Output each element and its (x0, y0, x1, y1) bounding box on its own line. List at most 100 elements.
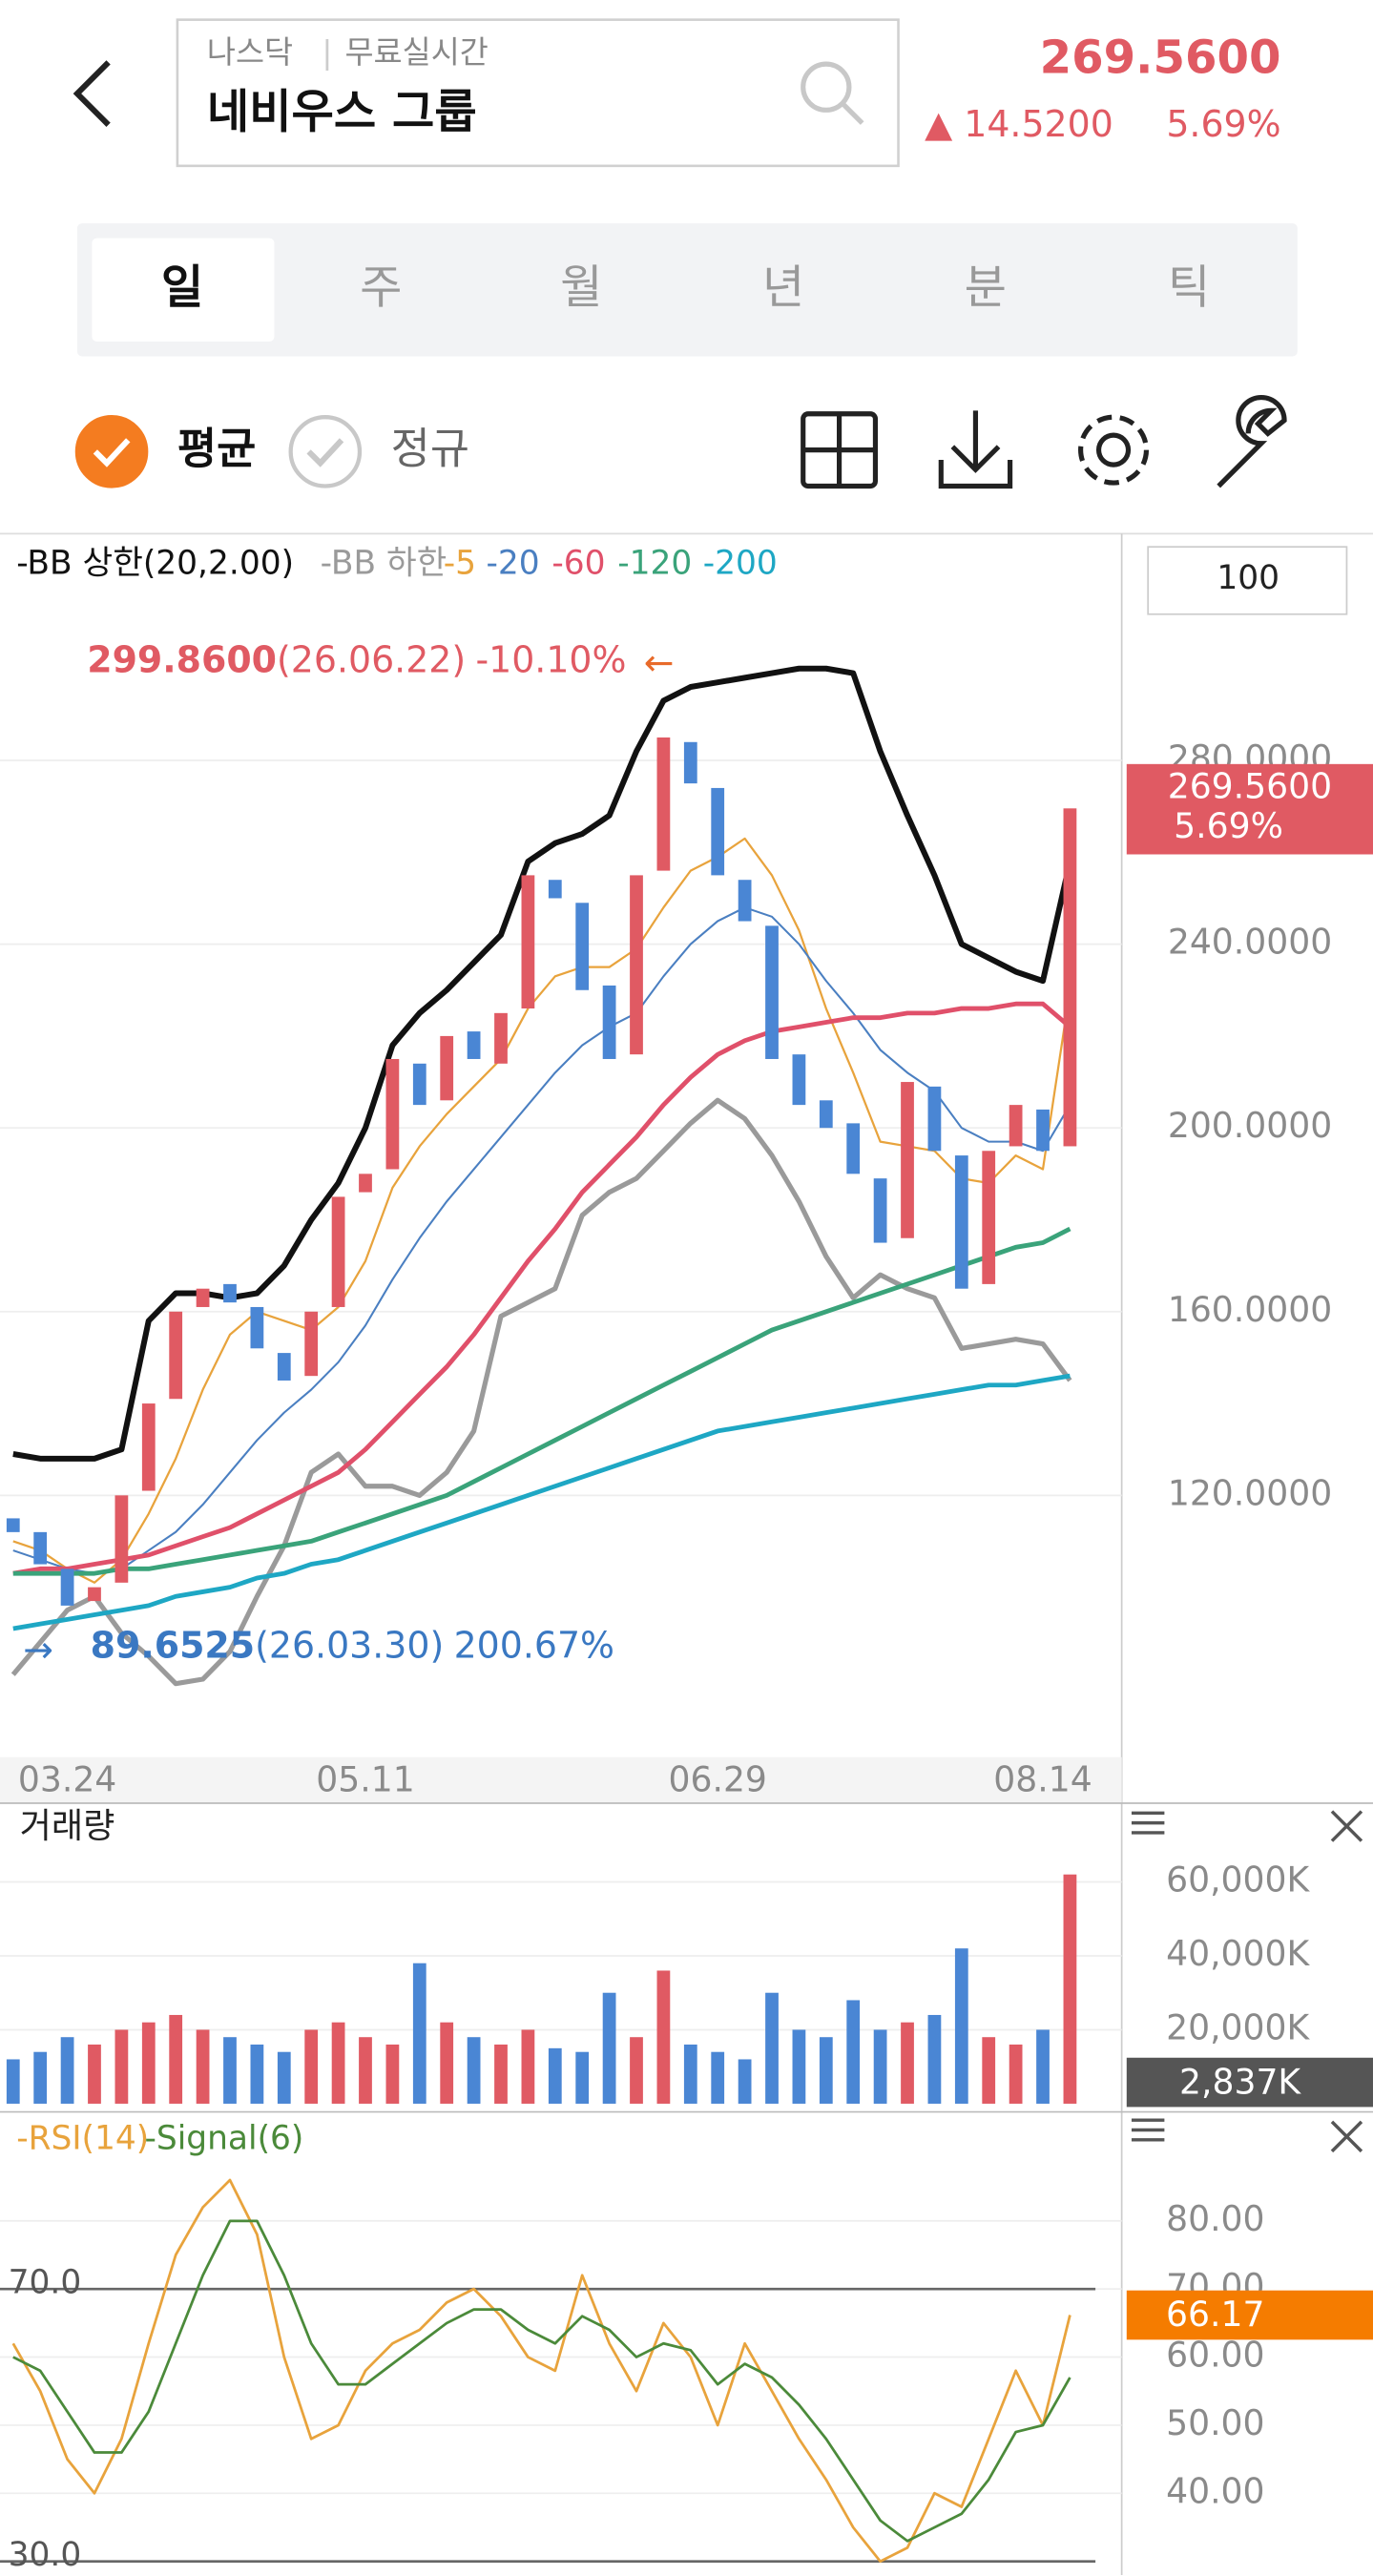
candle (765, 925, 779, 1059)
candle (846, 1123, 861, 1174)
candle (223, 1283, 237, 1303)
line-series (10, 1097, 1072, 1687)
toggle-label[interactable]: 평균 (177, 423, 256, 473)
volume-bar (683, 2044, 697, 2104)
search-icon[interactable] (801, 61, 864, 125)
volume-bar (250, 2044, 264, 2104)
volume-bar (141, 2022, 156, 2104)
tools-icon[interactable] (1217, 395, 1287, 488)
volume-bar (765, 1992, 779, 2104)
candle (602, 985, 616, 1059)
candle (88, 1587, 101, 1602)
candle (440, 1035, 454, 1101)
low-annotation: 89.6525(26.03.30) 200.67% (91, 1624, 614, 1666)
date-bar (0, 1756, 1122, 1803)
line-series (12, 2219, 1071, 2543)
candle (656, 737, 671, 871)
volume-bar (711, 2051, 725, 2104)
candle (304, 1311, 319, 1377)
candle (277, 1353, 291, 1381)
volume-bar (1036, 2029, 1050, 2104)
menu-icon[interactable] (1131, 1811, 1165, 1835)
tab[interactable]: 분 (965, 261, 1007, 315)
annotation-arrow: ← (644, 642, 675, 684)
toggle-circle[interactable] (288, 415, 363, 488)
volume-bar (1009, 2044, 1023, 2104)
candle (819, 1100, 833, 1129)
legend-entry: -RSI(14) (16, 2119, 149, 2157)
layout-icon[interactable] (801, 411, 879, 489)
annotation-date: (26.03.30) (255, 1624, 444, 1666)
price-change-pct: 5.69% (1166, 103, 1280, 145)
volume-bar (738, 2059, 752, 2104)
volume-bar (846, 2000, 861, 2104)
rsi-chart: 40.0050.0060.0070.0080.0070.030.0-RSI(14… (0, 2119, 1373, 2574)
candle (792, 1054, 806, 1106)
level-label: 70.0 (9, 2263, 82, 2301)
y-tick-label: 60,000K (1166, 1859, 1310, 1900)
volume-tag (1126, 2057, 1373, 2108)
line-series (12, 665, 1073, 1462)
close-icon[interactable] (1330, 2120, 1363, 2153)
annotation-price: 299.8600 (87, 638, 277, 680)
line-series (11, 2178, 1071, 2564)
toggle-circle[interactable] (74, 415, 149, 488)
volume-bar (440, 2022, 454, 2104)
high-annotation: 299.8600(26.06.22) -10.10% (87, 638, 626, 680)
volume-bar (114, 2029, 129, 2104)
volume-bar (33, 2051, 48, 2104)
legend-entry: -Signal(6) (144, 2119, 303, 2157)
volume-chart: 20,000K 40,000K 60,000K 2,837K (0, 1859, 1373, 2108)
volume-bar (385, 2044, 400, 2104)
annotation-change: 200.67% (454, 1624, 614, 1666)
toggle-label[interactable]: 정규 (391, 423, 469, 473)
back-button[interactable] (73, 60, 111, 127)
candle (60, 1568, 74, 1606)
candle (630, 875, 643, 1055)
volume-bar (575, 2051, 590, 2104)
annotation-date: (26.06.22) (277, 638, 466, 680)
menu-icon[interactable] (1131, 2118, 1165, 2142)
legend-entry: -20 (487, 545, 540, 583)
candle (548, 880, 562, 899)
candle (6, 1518, 20, 1532)
volume-bar (359, 2037, 372, 2104)
candle (575, 903, 590, 990)
rsi-tag (1126, 2290, 1373, 2340)
tab[interactable]: 년 (762, 261, 804, 315)
volume-bar (982, 2037, 996, 2104)
volume-bar (521, 2029, 535, 2104)
legend-entry: -BB 상한(20,2.00) (16, 545, 294, 583)
volume-bar (467, 2037, 481, 2104)
feed: 무료실시간 (344, 34, 488, 71)
volume-bar (630, 2037, 643, 2104)
volume-bar (1063, 1874, 1077, 2104)
period-input[interactable] (1147, 546, 1348, 615)
volume-bar (656, 1970, 671, 2104)
tab[interactable]: 일 (161, 261, 203, 315)
x-tick-label: 05.11 (316, 1759, 414, 1800)
close-icon[interactable] (1330, 1810, 1363, 1842)
candle (683, 741, 697, 784)
tab[interactable]: 주 (360, 261, 402, 315)
check-mark (306, 438, 344, 467)
check-mark (93, 438, 131, 467)
candle (711, 787, 725, 876)
price-tag (1126, 763, 1373, 855)
search-box[interactable] (176, 18, 900, 168)
tab[interactable]: 틱 (1168, 261, 1210, 315)
download-icon[interactable] (938, 410, 1013, 489)
tab[interactable]: 월 (560, 261, 602, 315)
candle (114, 1495, 129, 1583)
volume-bar (494, 2044, 508, 2104)
volume-bar (548, 2047, 562, 2104)
candle (385, 1058, 400, 1170)
level-label: 30.0 (9, 2536, 82, 2574)
volume-bar (792, 2029, 806, 2104)
settings-icon[interactable] (1078, 414, 1150, 486)
volume-bar (223, 2037, 237, 2104)
candle (331, 1196, 345, 1307)
candle (33, 1531, 48, 1565)
line-series (12, 1373, 1071, 1631)
